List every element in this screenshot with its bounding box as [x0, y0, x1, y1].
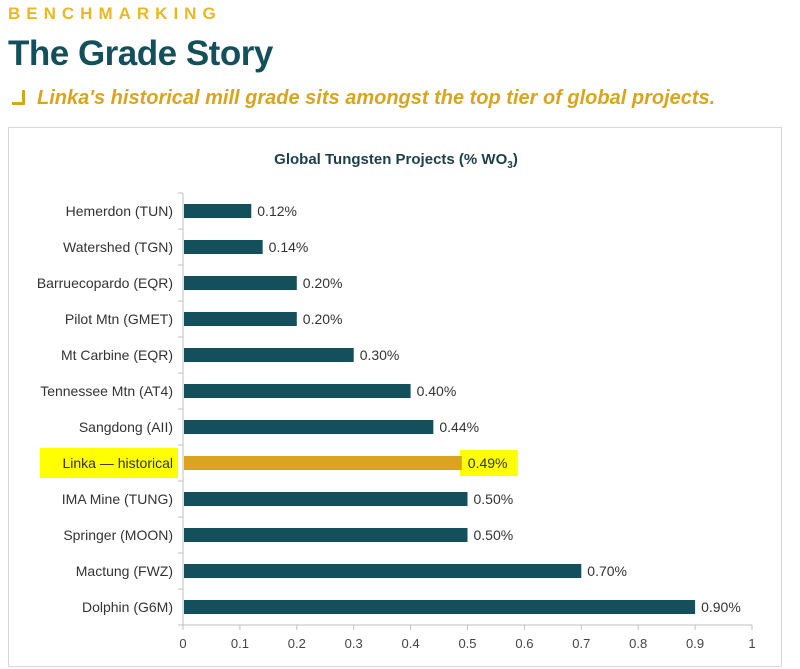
category-label: Barruecopardo (EQR): [37, 275, 173, 291]
x-tick-label: 0.6: [515, 636, 533, 651]
subtitle-text: Linka's historical mill grade sits among…: [37, 87, 716, 109]
x-tick-label: 0.9: [686, 636, 704, 651]
category-label: Watershed (TGN): [63, 239, 173, 255]
bar: [184, 204, 252, 218]
subtitle: Linka's historical mill grade sits among…: [12, 87, 715, 110]
chart-title: Global Tungsten Projects (% WO3): [274, 151, 518, 171]
value-label: 0.44%: [439, 419, 479, 435]
value-label: 0.14%: [269, 239, 309, 255]
page-title: The Grade Story: [8, 34, 273, 73]
category-label: Mt Carbine (EQR): [61, 347, 173, 363]
category-label: Pilot Mtn (GMET): [65, 311, 173, 327]
bar: [184, 276, 297, 290]
category-label: Springer (MOON): [63, 527, 173, 543]
category-label: Sangdong (AII): [79, 419, 173, 435]
bar: [184, 240, 263, 254]
value-label: 0.50%: [474, 527, 514, 543]
bar: [184, 348, 354, 362]
bar: [184, 384, 411, 398]
value-label: 0.70%: [587, 563, 627, 579]
bar: [184, 528, 468, 542]
bar-chart: Global Tungsten Projects (% WO3)0 0.1 0.2 0…: [37, 151, 756, 651]
bar: [184, 312, 297, 326]
x-tick-label: 0.8: [629, 636, 647, 651]
chart-frame: Global Tungsten Projects (% WO3) 0 0.1 0.2 0…: [8, 127, 782, 667]
category-label: Hemerdon (TUN): [66, 203, 173, 219]
value-label: 0.90%: [701, 599, 741, 615]
value-label: 0.20%: [303, 311, 343, 327]
category-label: Linka — historical: [63, 455, 174, 471]
value-label: 0.40%: [417, 383, 457, 399]
x-tick-label: 0.7: [572, 636, 590, 651]
category-label: Dolphin (G6M): [82, 599, 173, 615]
x-tick-label: 1: [748, 636, 755, 651]
corner-bracket-icon: [12, 90, 25, 105]
x-tick-label: 0.1: [231, 636, 249, 651]
x-tick-label: 0.3: [345, 636, 363, 651]
highlight-value-box: [459, 450, 518, 476]
category-label: IMA Mine (TUNG): [62, 491, 173, 507]
category-label: Mactung (FWZ): [76, 563, 173, 579]
x-tick-label: 0.5: [458, 636, 476, 651]
category-label: Tennessee Mtn (AT4): [40, 383, 173, 399]
x-tick-label: 0: [179, 636, 186, 651]
highlight-label-box: [40, 448, 178, 478]
x-tick-label: 0.4: [402, 636, 420, 651]
value-label: 0.30%: [360, 347, 400, 363]
value-label: 0.12%: [257, 203, 297, 219]
bar-highlight: [184, 456, 462, 470]
bar: [184, 564, 582, 578]
value-label: 0.50%: [474, 491, 514, 507]
bar: [184, 420, 434, 434]
section-kicker: BENCHMARKING: [8, 4, 222, 23]
x-tick-label: 0.2: [288, 636, 306, 651]
bar: [184, 600, 696, 614]
value-label: 0.20%: [303, 275, 343, 291]
bar: [184, 492, 468, 506]
value-label: 0.49%: [468, 455, 508, 471]
